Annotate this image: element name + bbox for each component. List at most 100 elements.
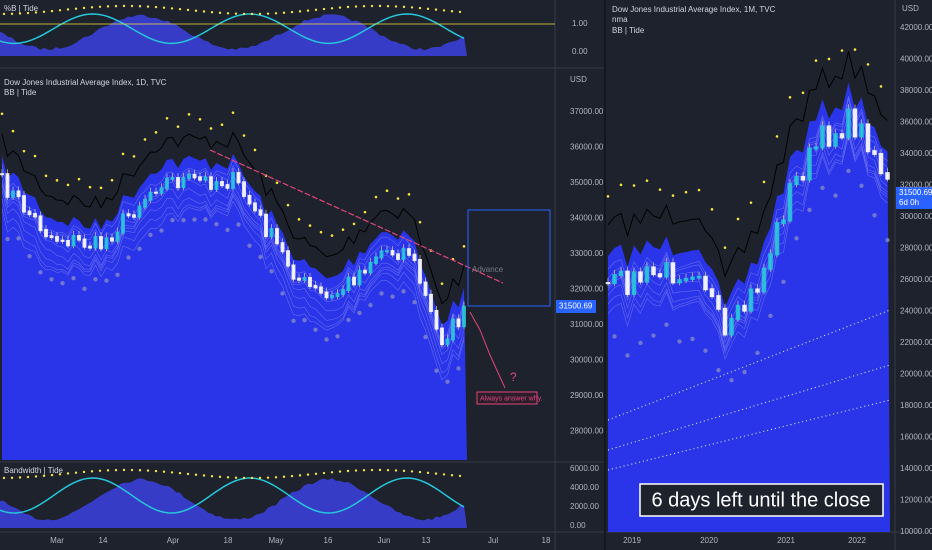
candle (0, 173, 4, 176)
dot (250, 476, 254, 480)
currency: USD (570, 75, 587, 84)
x-tick-label: 13 (422, 536, 431, 545)
candle (308, 276, 312, 287)
candle (826, 125, 832, 147)
dot (82, 286, 87, 292)
dot (231, 111, 235, 114)
dot (226, 476, 230, 479)
dot (820, 185, 825, 191)
candle (396, 253, 400, 260)
dot (394, 469, 398, 472)
dot (187, 113, 191, 116)
dot (90, 470, 94, 473)
y-tick-label: 34000.00 (900, 149, 932, 158)
y-tick-label: 10000.00 (900, 527, 932, 536)
candle (722, 307, 728, 336)
dot (210, 11, 214, 14)
candle (341, 289, 345, 296)
candle (852, 108, 858, 138)
candle (176, 177, 180, 189)
candle (839, 133, 845, 139)
annotation: Advance (472, 265, 504, 274)
dot (354, 469, 358, 472)
y-tick-label: 30000.00 (900, 212, 932, 221)
dot (390, 294, 395, 299)
dot (363, 210, 367, 214)
candle (137, 205, 142, 218)
ma-line (1, 200, 465, 381)
candle (833, 133, 838, 147)
candle (159, 187, 164, 194)
dot (664, 322, 669, 327)
dot (677, 339, 682, 344)
dot (253, 148, 257, 152)
dot (442, 9, 446, 12)
candle (126, 213, 131, 217)
dot (370, 468, 374, 472)
candle (846, 108, 851, 139)
dot (49, 277, 54, 282)
dot (458, 474, 462, 478)
x-tick-label: 14 (99, 536, 108, 545)
dot (458, 10, 462, 14)
dot (66, 8, 70, 11)
dot (386, 4, 390, 8)
dot (203, 217, 208, 222)
dot (11, 129, 15, 133)
dot (121, 152, 125, 156)
dot (814, 59, 818, 62)
dot (775, 135, 779, 138)
dot (98, 5, 102, 8)
candle (774, 222, 780, 256)
candle (368, 261, 373, 274)
candle (192, 173, 197, 179)
dot (450, 9, 454, 13)
dot (859, 183, 864, 188)
dot (210, 475, 214, 478)
dot (90, 6, 94, 9)
oscillator (0, 478, 467, 528)
y-tick-label: 26000.00 (900, 275, 932, 284)
annotation: ? (510, 370, 517, 384)
candle (269, 228, 274, 238)
candle (451, 318, 455, 341)
dot (202, 10, 206, 13)
dot (352, 222, 356, 226)
candle (16, 190, 21, 198)
note-box (476, 391, 538, 405)
candle (335, 293, 340, 297)
dot (401, 289, 406, 294)
dot (198, 118, 202, 121)
candle (242, 181, 246, 197)
dot (10, 12, 14, 16)
dot (0, 112, 4, 116)
dot (324, 337, 329, 342)
bb-upper (1, 131, 465, 305)
candle (44, 229, 48, 238)
ma-line (1, 195, 465, 374)
candle (319, 286, 323, 294)
dot (710, 208, 714, 211)
candle (99, 236, 103, 250)
dot (18, 476, 22, 479)
dot (762, 180, 766, 184)
dot (755, 350, 760, 356)
dot (26, 475, 30, 479)
dot (258, 254, 263, 260)
dot (192, 217, 197, 222)
candle (787, 183, 793, 222)
y-tick-label: 28000.00 (900, 244, 932, 253)
dot (853, 48, 857, 51)
candle (423, 281, 428, 296)
candle (11, 190, 15, 198)
dot (290, 474, 294, 478)
dot (442, 473, 446, 476)
dot (50, 473, 54, 477)
dot (330, 471, 334, 474)
dot (378, 468, 382, 472)
dot (269, 269, 274, 274)
dot (434, 472, 438, 475)
dot (34, 475, 38, 478)
candle (104, 237, 109, 250)
x-tick-label: Apr (167, 536, 180, 545)
